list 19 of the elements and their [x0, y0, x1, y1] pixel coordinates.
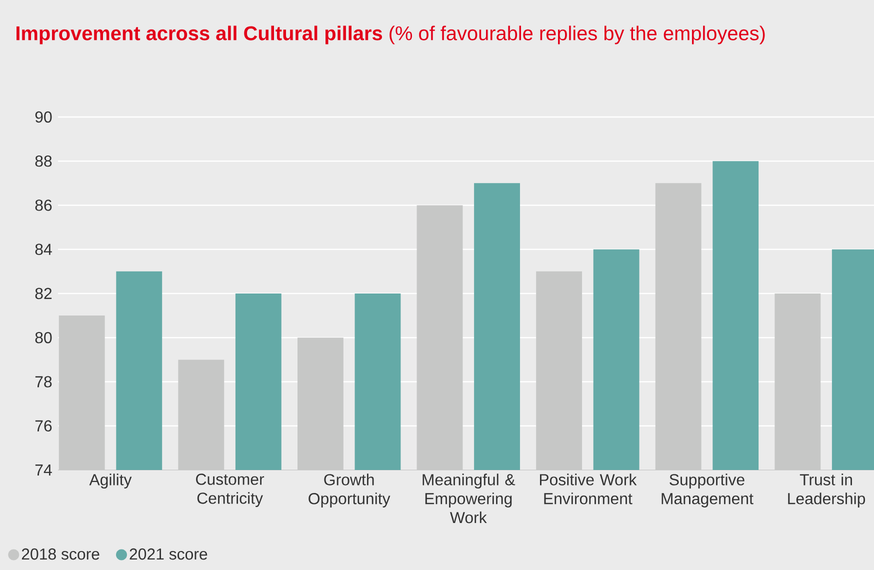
- y-tick-label: 86: [35, 200, 52, 211]
- x-tick-label: Customer Centricity: [196, 474, 264, 508]
- y-tick-label: 80: [35, 332, 52, 344]
- x-tick-label: Agility: [89, 474, 132, 489]
- y-tick-label: 84: [35, 244, 52, 256]
- y-tick-label: 82: [35, 288, 52, 300]
- x-tick-label: Growth Opportunity: [308, 474, 390, 508]
- x-tick-label: Supportive Management: [662, 474, 754, 508]
- x-tick-label: Trust in Leadership: [788, 474, 866, 508]
- chart-title: Improvement across all Cultural pillars (% of favourable replies by the employees): [16, 26, 765, 44]
- y-tick-label: 78: [35, 376, 52, 388]
- y-tick-label: 88: [35, 155, 52, 167]
- y-tick-label: 74: [35, 464, 52, 476]
- x-tick-label: Positive Work Environment: [540, 474, 637, 504]
- x-tick-label: Meaningful & Empowering Work: [422, 474, 516, 524]
- y-tick-label: 76: [35, 420, 52, 432]
- legend-label: 2021 score: [130, 548, 208, 560]
- y-tick-label: 90: [35, 111, 52, 123]
- legend-label: 2018 score: [22, 548, 100, 560]
